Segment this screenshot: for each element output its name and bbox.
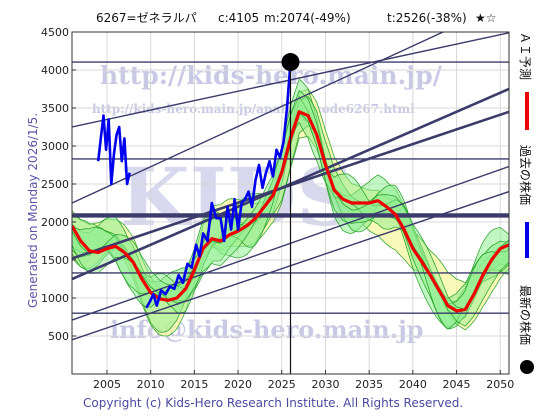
legend-past-label: 過去の株価 xyxy=(518,145,533,205)
current-price: c:4105 xyxy=(218,11,259,25)
x-tick-label: 2015 xyxy=(180,378,208,391)
forecast-band-5 xyxy=(72,89,509,327)
marker-layer xyxy=(281,53,300,374)
x-tick-label: 2005 xyxy=(93,378,121,391)
y-tick-label: 2000 xyxy=(41,216,69,229)
x-tick-label: 2050 xyxy=(486,378,514,391)
y-tick-label: 2500 xyxy=(41,178,69,191)
copyright-text: Copyright (c) Kids-Hero Research Institu… xyxy=(83,396,463,410)
x-tick-label: 2030 xyxy=(311,378,339,391)
x-tick-label: 2025 xyxy=(268,378,296,391)
legend-latest-dot xyxy=(520,360,534,374)
plot-frame xyxy=(71,31,510,375)
series-past-price-line xyxy=(145,61,292,309)
latest-price-marker xyxy=(281,53,300,72)
generated-date-label: Generated on Monday 2026/1/5. xyxy=(26,113,40,308)
x-tick-label: 2035 xyxy=(355,378,383,391)
y-tick-label: 4500 xyxy=(41,26,69,39)
y-tick-label: 500 xyxy=(48,330,69,343)
y-tick-label: 1500 xyxy=(41,254,69,267)
y-tick-label: 3500 xyxy=(41,102,69,115)
y-axis: 500 1000 1500 2000 2500 3000 3500 4000 4500 xyxy=(41,26,76,343)
rating-stars: ★☆ xyxy=(475,11,497,25)
legend-latest-label: 最新の株価 xyxy=(518,285,533,345)
x-tick-label: 2045 xyxy=(443,378,471,391)
y-tick-label: 3000 xyxy=(41,140,69,153)
x-tick-label: 2020 xyxy=(224,378,252,391)
x-tick-label: 2010 xyxy=(137,378,165,391)
median-price: m:2074(-49%) xyxy=(264,11,351,25)
series-past-price-line xyxy=(96,114,131,186)
y-tick-label: 4000 xyxy=(41,64,69,77)
x-axis: 2005 2010 2015 2020 2025 2030 2035 2040 2045 2050 xyxy=(93,370,514,391)
watermark-url: http://kids-hero.main.jp/ xyxy=(100,61,443,90)
x-tick-label: 2040 xyxy=(399,378,427,391)
legend-forecast-label: ＡＩ予測 xyxy=(518,32,532,80)
watermark-analysis-url: http://kids-hero.main.jp/analysis/code62… xyxy=(92,102,415,116)
chart-header: 6267=ゼネラルパ c:4105 m:2074(-49%) t:2526(-3… xyxy=(96,11,497,25)
stock-code-name: 6267=ゼネラルパ xyxy=(96,11,197,25)
target-price: t:2526(-38%) xyxy=(387,11,467,25)
legend: ＡＩ予測 過去の株価 最新の株価 xyxy=(518,32,534,374)
y-tick-label: 1000 xyxy=(41,292,69,305)
